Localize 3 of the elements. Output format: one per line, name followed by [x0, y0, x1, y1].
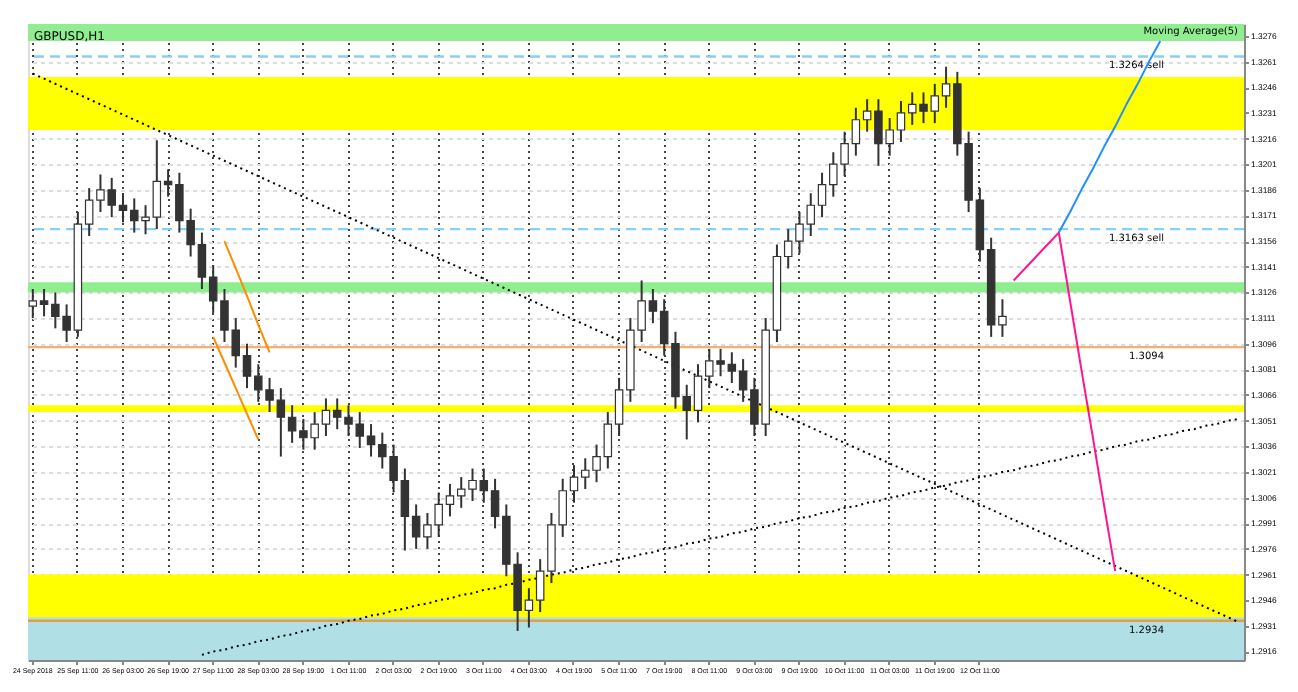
line-series — [223, 240, 271, 354]
line-series — [1057, 40, 1162, 234]
line-series — [212, 335, 260, 441]
